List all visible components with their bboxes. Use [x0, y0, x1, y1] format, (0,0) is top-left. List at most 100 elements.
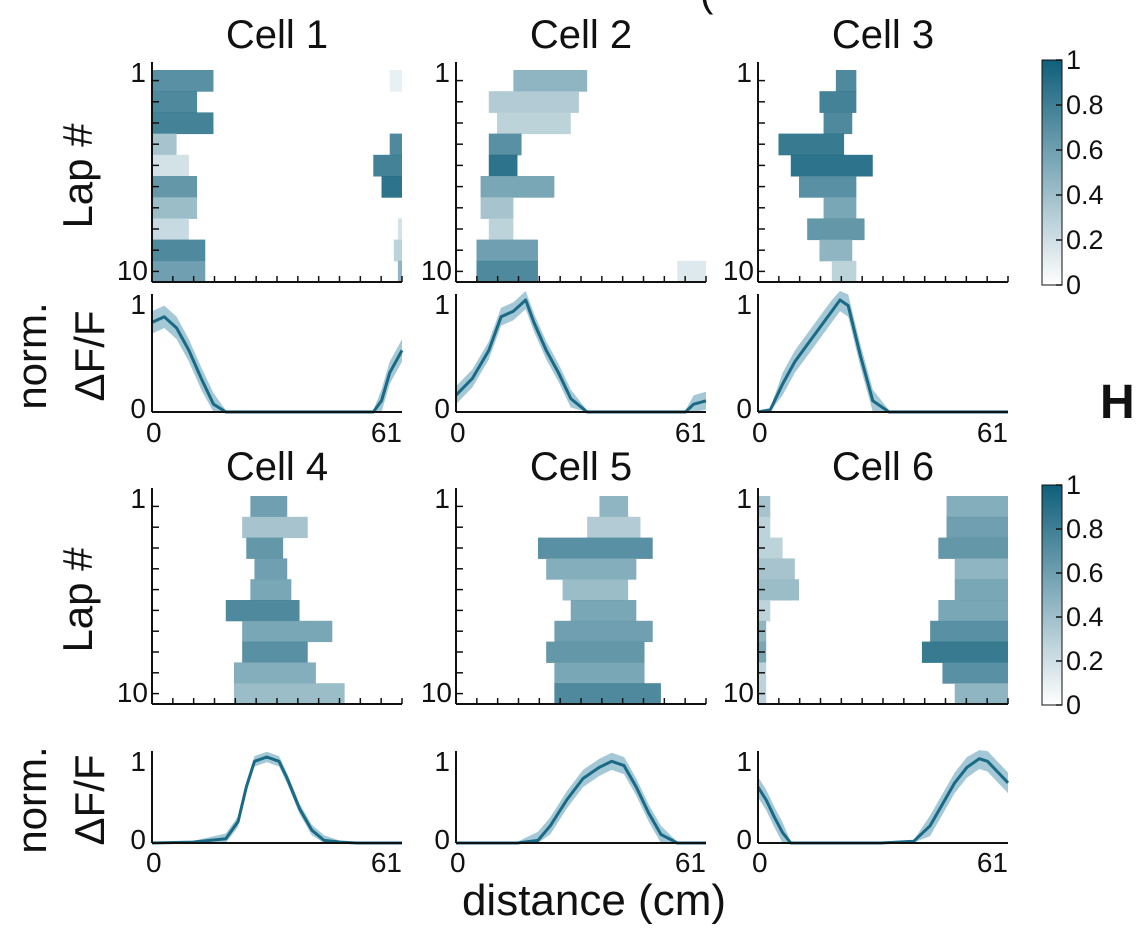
heatmap-cell [496, 112, 571, 135]
trace-tick-max: 1 [130, 746, 146, 777]
trace-line [456, 759, 706, 845]
heatmap-cell [554, 662, 645, 684]
heatmap-cell [807, 218, 865, 241]
panel-letter-top: ( [700, 0, 714, 15]
lap-tick-label: 10 [421, 255, 452, 286]
heatmap-cell [758, 558, 795, 580]
heatmap-cell [476, 239, 538, 262]
heatmap-cell [488, 91, 579, 113]
heatmap-cell [930, 620, 1008, 643]
heatmap-cell [954, 683, 1008, 705]
heatmap-cell [152, 197, 198, 219]
heatmap-cell [599, 496, 629, 518]
heatmap-cell [381, 176, 402, 198]
trace-y-label-line2: ΔF/F [66, 754, 113, 845]
heatmap-cell [819, 239, 853, 262]
lap-tick-label: 1 [130, 483, 146, 514]
lap-tick-label: 10 [421, 677, 452, 708]
trace-tick-min: 0 [736, 393, 752, 424]
heatmap-cell [242, 641, 308, 663]
heatmap-cell [152, 154, 189, 177]
heatmap-cell [242, 620, 333, 643]
trace-line [151, 755, 402, 845]
heatmap-cell [152, 112, 214, 135]
heatmap-cell [537, 537, 653, 559]
heatmap-cell [250, 496, 288, 518]
lap-tick-label: 10 [117, 255, 148, 286]
x-tick-max: 61 [371, 417, 402, 448]
trace-line [151, 315, 404, 414]
colorbar-tick-label: 0.6 [1066, 558, 1104, 588]
heatmap-cell [790, 154, 873, 177]
lap-tick-label: 10 [723, 677, 754, 708]
x-tick-max: 61 [675, 847, 706, 878]
heatmap-cell [152, 176, 198, 198]
heatmap-cell [389, 70, 402, 92]
trace-line [454, 298, 707, 414]
colorbar-tick-label: 0 [1066, 270, 1081, 300]
x-tick-min: 0 [450, 847, 466, 878]
heatmap-cell [938, 600, 1008, 622]
colorbar-tick-label: 0.8 [1066, 90, 1104, 120]
x-tick-min: 0 [146, 417, 162, 448]
panel-title: Cell 3 [832, 13, 934, 57]
panel-title: Cell 4 [226, 445, 328, 489]
lap-tick-label: 1 [434, 483, 450, 514]
heatmap-cell [152, 70, 214, 92]
heatmap-cell [819, 91, 857, 113]
x-tick-max: 61 [675, 417, 706, 448]
heatmap-cell [254, 558, 288, 580]
heatmap-cell [946, 496, 1008, 518]
heatmap-cell [152, 260, 206, 283]
colorbar-tick-label: 0.2 [1066, 225, 1104, 255]
heatmap-cell [954, 579, 1008, 601]
panel-title: Cell 1 [226, 13, 328, 57]
panel-title: Cell 2 [530, 13, 632, 57]
heatmap-cell [246, 537, 284, 559]
heatmap-cell [562, 579, 629, 601]
heatmap-cell [152, 91, 198, 113]
heatmap-cell [152, 133, 177, 156]
heatmap-cell [554, 683, 661, 705]
heatmap-cell [233, 662, 316, 684]
heatmap-cell [554, 620, 653, 643]
heatmap-cell [546, 558, 637, 580]
heatmap-cell [823, 112, 853, 135]
trace-tick-max: 1 [736, 289, 752, 320]
trace-y-label-line2: ΔF/F [66, 310, 113, 401]
heatmap-cell [242, 516, 308, 539]
heatmap-cell [677, 260, 706, 283]
colorbar-tick-label: 0.2 [1066, 646, 1104, 676]
lap-tick-label: 1 [130, 57, 146, 88]
heatmap-cell [476, 260, 538, 283]
colorbar-tick-label: 0.4 [1066, 602, 1104, 632]
colorbar-gradient [1041, 484, 1063, 706]
heatmap-cell [152, 218, 189, 241]
trace-sem-band [152, 751, 402, 843]
lap-tick-label: 1 [736, 57, 752, 88]
heatmap-cell [488, 154, 518, 177]
trace-tick-max: 1 [736, 746, 752, 777]
lap-y-label: Lap # [54, 547, 101, 653]
x-axis-label: distance (cm) [462, 876, 726, 925]
x-tick-max: 61 [977, 847, 1008, 878]
colorbar-gradient [1041, 59, 1063, 286]
trace-sem-band [152, 305, 402, 412]
heatmap-cell [587, 516, 641, 539]
heatmap-cell [373, 154, 402, 177]
trace-tick-min: 0 [130, 393, 146, 424]
heatmap-cell [480, 197, 514, 219]
heatmap-cell [397, 260, 402, 283]
colorbar-tick-label: 0.6 [1066, 135, 1104, 165]
heatmap-cell [233, 683, 345, 705]
trace-tick-min: 0 [736, 824, 752, 855]
lap-tick-label: 1 [434, 57, 450, 88]
heatmap-cell [938, 537, 1008, 559]
trace-tick-max: 1 [130, 289, 146, 320]
panel-title: Cell 6 [832, 445, 934, 489]
